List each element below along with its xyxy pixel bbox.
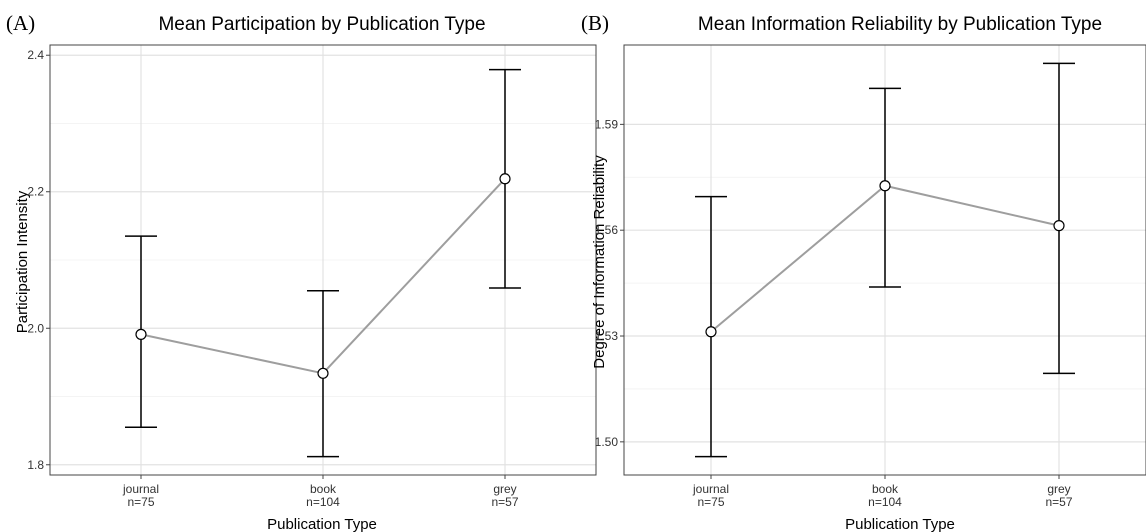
panel-a-xlabel: Publication Type [267,516,377,532]
panel-b-y-tick-label: 1.56 [595,223,619,237]
panel-a-data-point [135,328,147,340]
panel-b-y-tick-label: 1.53 [595,329,619,343]
panel-a-x-category-label: book [310,482,337,496]
panel-b-y-tick-label: 1.50 [595,435,619,449]
panel-a-title: Mean Participation by Publication Type [158,14,485,35]
panel-a-tag: (A) [6,11,35,35]
panel-b-xlabel: Publication Type [845,516,955,532]
panel-a-x-sample-size-label: n=57 [491,495,518,509]
panel-b-tag: (B) [581,11,609,35]
panel-b-data-point [879,180,891,192]
panel-a-data-point [317,367,329,379]
panel-a-x-sample-size-label: n=104 [306,495,340,509]
panel-a-ylabel: Participation Intensity [14,190,31,333]
panel-b-panel-border [623,44,1146,476]
panel-a-x-category-label: grey [493,482,516,496]
panel-b-x-category-label: journal [692,482,729,496]
panel-b-ylabel: Degree of Information Reliability [591,155,608,369]
panel-a: (A) Mean Participation by Publication Ty… [6,11,597,532]
panel-b-data-point [705,326,717,338]
panel-b-x-category-label: book [872,482,899,496]
panel-a-y-tick-label: 2.2 [27,185,44,199]
panel-a-x-category-label: journal [122,482,159,496]
panel-b-y-tick-label: 1.59 [595,117,619,131]
panel-a-x-sample-size-label: n=75 [127,495,154,509]
panel-b-x-sample-size-label: n=75 [697,495,724,509]
panel-a-data-point [499,173,511,185]
panel-b-x-sample-size-label: n=57 [1045,495,1072,509]
panel-b-title: Mean Information Reliability by Publicat… [698,14,1102,35]
panel-a-y-tick-label: 1.8 [27,458,44,472]
panel-b-data-point [1053,220,1065,232]
panel-a-y-tick-label: 2.0 [27,321,44,335]
panel-b: (B) Mean Information Reliability by Publ… [581,11,1146,532]
panel-a-y-tick-label: 2.4 [27,48,44,62]
panel-b-x-category-label: grey [1047,482,1070,496]
panel-b-x-sample-size-label: n=104 [868,495,902,509]
panel-a-panel-border [49,44,597,476]
